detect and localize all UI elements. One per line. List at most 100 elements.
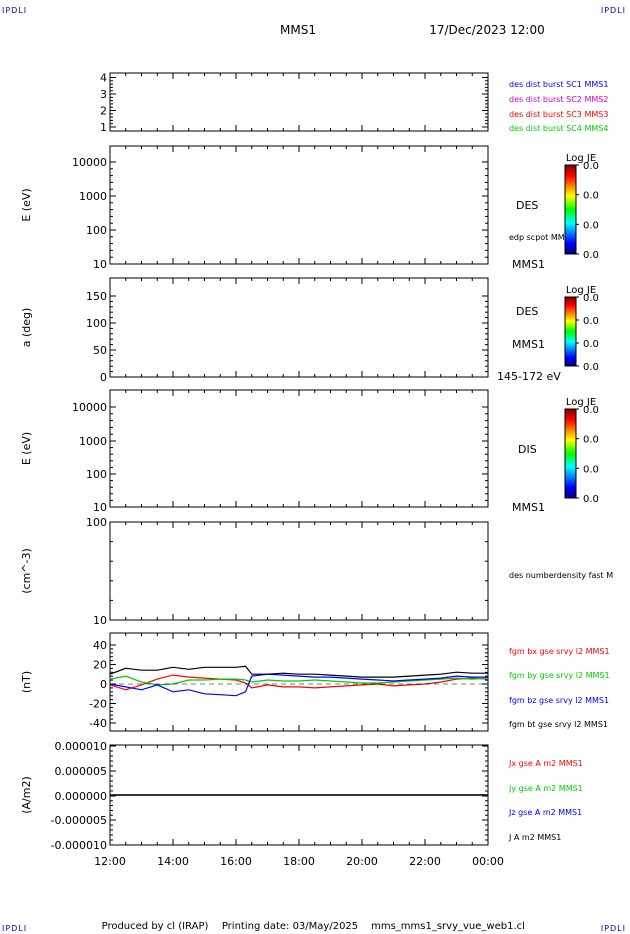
series-label: fgm bx gse srvy l2 MMS1 xyxy=(509,647,610,656)
time-axis: 12:00 14:00 16:00 18:00 20:00 22:00 00:00 xyxy=(94,855,504,868)
y-tick-label: 20 xyxy=(93,659,107,672)
y-tick-label: 150 xyxy=(86,290,107,303)
series-label: des dist burst SC1 MMS1 xyxy=(509,80,608,89)
corner-label-bottom-right: IPDLI xyxy=(600,924,626,933)
series-line xyxy=(109,673,488,697)
footer-filename: mms_mms1_srvy_vue_web1.cl xyxy=(371,921,525,932)
series-label: des numberdensity fast M xyxy=(509,571,613,580)
y-tick-label: 1000 xyxy=(79,190,107,203)
series-label: MMS1 xyxy=(512,258,545,271)
series-label: DIS xyxy=(518,443,537,456)
colorbar-tick-label: 0.0 xyxy=(583,250,599,261)
panel-frame xyxy=(109,632,489,732)
y-tick-label: -0.000010 xyxy=(51,839,107,852)
colorbar-tick-label: 0.0 xyxy=(583,293,599,304)
y-axis-label: a (deg) xyxy=(20,308,33,348)
series-label: des dist burst SC2 MMS2 xyxy=(509,95,608,104)
y-axis-label: (nT) xyxy=(20,671,33,693)
x-tick-label: 20:00 xyxy=(346,855,378,868)
y-tick-label: 100 xyxy=(86,516,107,529)
colorbar-tick-label: 0.0 xyxy=(583,161,599,172)
panel-fgm: -40 -20 0 20 40 (nT) fgm bx gse srvy l2 MMS1 fg… xyxy=(20,632,610,732)
y-tick-label: 50 xyxy=(93,344,107,357)
colorbar xyxy=(564,296,577,367)
y-tick-label: 10 xyxy=(93,614,107,627)
x-tick-label: 00:00 xyxy=(472,855,504,868)
series-label: des dist burst SC4 MMS4 xyxy=(509,124,608,133)
x-tick-label: 14:00 xyxy=(157,855,189,868)
y-tick-label: 4 xyxy=(100,72,107,85)
series-label: Jy gse A m2 MMS1 xyxy=(508,784,583,793)
panels-group: 1 2 3 4 des dist burst SC1 MMS1 des dist burs… xyxy=(20,72,613,853)
colorbar-tick-label: 0.0 xyxy=(583,464,599,475)
series-group-fgm xyxy=(109,665,489,697)
panel-frame xyxy=(109,145,489,265)
y-tick-label: -0.000005 xyxy=(51,814,107,827)
colorbar xyxy=(564,164,577,255)
y-tick-label: 10000 xyxy=(72,401,107,414)
y-tick-label: 100 xyxy=(86,317,107,330)
y-tick-label: 1 xyxy=(100,121,107,134)
series-label: Jz gse A m2 MMS1 xyxy=(508,808,582,817)
y-tick-label: 40 xyxy=(93,639,107,652)
footer-printing-date: Printing date: 03/May/2025 xyxy=(222,921,358,932)
y-tick-label: 0.000000 xyxy=(55,790,108,803)
series-label: DES xyxy=(516,199,538,212)
series-line xyxy=(109,674,489,691)
y-axis-label: E (eV) xyxy=(20,432,33,465)
colorbar xyxy=(564,408,577,499)
corner-label-top-right: IPDLI xyxy=(600,6,626,15)
corner-label-bottom-left: IPDLI xyxy=(2,924,28,933)
series-label: edp scpot MMS1 xyxy=(509,233,575,242)
panel-des-energy: 10 100 1000 10000 E (eV) DES edp scpot MMS1 MMS… xyxy=(20,145,599,271)
colorbar-tick-label: 0.0 xyxy=(583,220,599,231)
y-tick-label: 10 xyxy=(93,258,107,271)
colorbar-tick-label: 0.0 xyxy=(583,435,599,446)
corner-label-top-left: IPDLI xyxy=(2,6,28,15)
y-tick-label: 0.000005 xyxy=(55,765,108,778)
x-tick-label: 12:00 xyxy=(94,855,126,868)
x-tick-label: 22:00 xyxy=(409,855,441,868)
colorbar-title: Log JE xyxy=(566,285,596,296)
y-tick-label: 0 xyxy=(100,371,107,384)
series-line xyxy=(109,675,489,686)
series-label: 145-172 eV xyxy=(497,370,561,383)
series-label: des dist burst SC3 MMS3 xyxy=(509,110,608,119)
series-label: fgm by gse srvy l2 MMS1 xyxy=(509,671,610,680)
y-tick-label: 10 xyxy=(93,501,107,514)
series-label: DES xyxy=(516,305,538,318)
colorbar-tick-label: 0.0 xyxy=(583,191,599,202)
y-tick-label: 2 xyxy=(100,105,107,118)
series-label: MMS1 xyxy=(512,338,545,351)
y-tick-label: 100 xyxy=(86,224,107,237)
spacecraft-title: MMS1 xyxy=(280,23,316,37)
y-tick-label: 100 xyxy=(86,468,107,481)
y-axis-label: E (eV) xyxy=(20,188,33,221)
series-line xyxy=(109,665,488,678)
colorbar-title: Log JE xyxy=(566,397,596,408)
panel-des-pitch: 0 50 100 150 a (deg) DES MMS1 145-172 eV Log JE0… xyxy=(20,277,599,384)
footer-produced-by: Produced by cl (IRAP) xyxy=(102,921,209,932)
y-axis-label: (cm^-3) xyxy=(20,548,33,594)
y-tick-label: -20 xyxy=(89,698,107,711)
panel-current: -0.000010 -0.000005 0.000000 0.000005 0.0000… xyxy=(20,740,583,852)
colorbar-tick-label: 0.0 xyxy=(583,405,599,416)
series-label: Jx gse A m2 MMS1 xyxy=(508,759,583,768)
colorbar-tick-label: 0.0 xyxy=(583,494,599,505)
y-tick-label: 0.000010 xyxy=(55,740,108,753)
panel-frame xyxy=(109,277,489,378)
x-tick-label: 16:00 xyxy=(220,855,252,868)
panel-burst: 1 2 3 4 des dist burst SC1 MMS1 des dist burs… xyxy=(100,72,608,135)
series-label: fgm bz gse srvy l2 MMS1 xyxy=(509,696,609,705)
panel-frame xyxy=(109,72,489,132)
panel-frame xyxy=(109,389,489,508)
y-tick-label: 3 xyxy=(100,88,107,101)
panel-density: 10 100 (cm^-3) des numberdensity fast M xyxy=(20,516,613,627)
x-tick-label: 18:00 xyxy=(283,855,315,868)
colorbar-title: Log JE xyxy=(566,153,596,164)
y-tick-label: 1000 xyxy=(79,435,107,448)
y-axis-label: (A/m2) xyxy=(20,776,33,814)
series-label: fgm bt gse srvy l2 MMS1 xyxy=(509,720,608,729)
series-label: MMS1 xyxy=(512,501,545,514)
